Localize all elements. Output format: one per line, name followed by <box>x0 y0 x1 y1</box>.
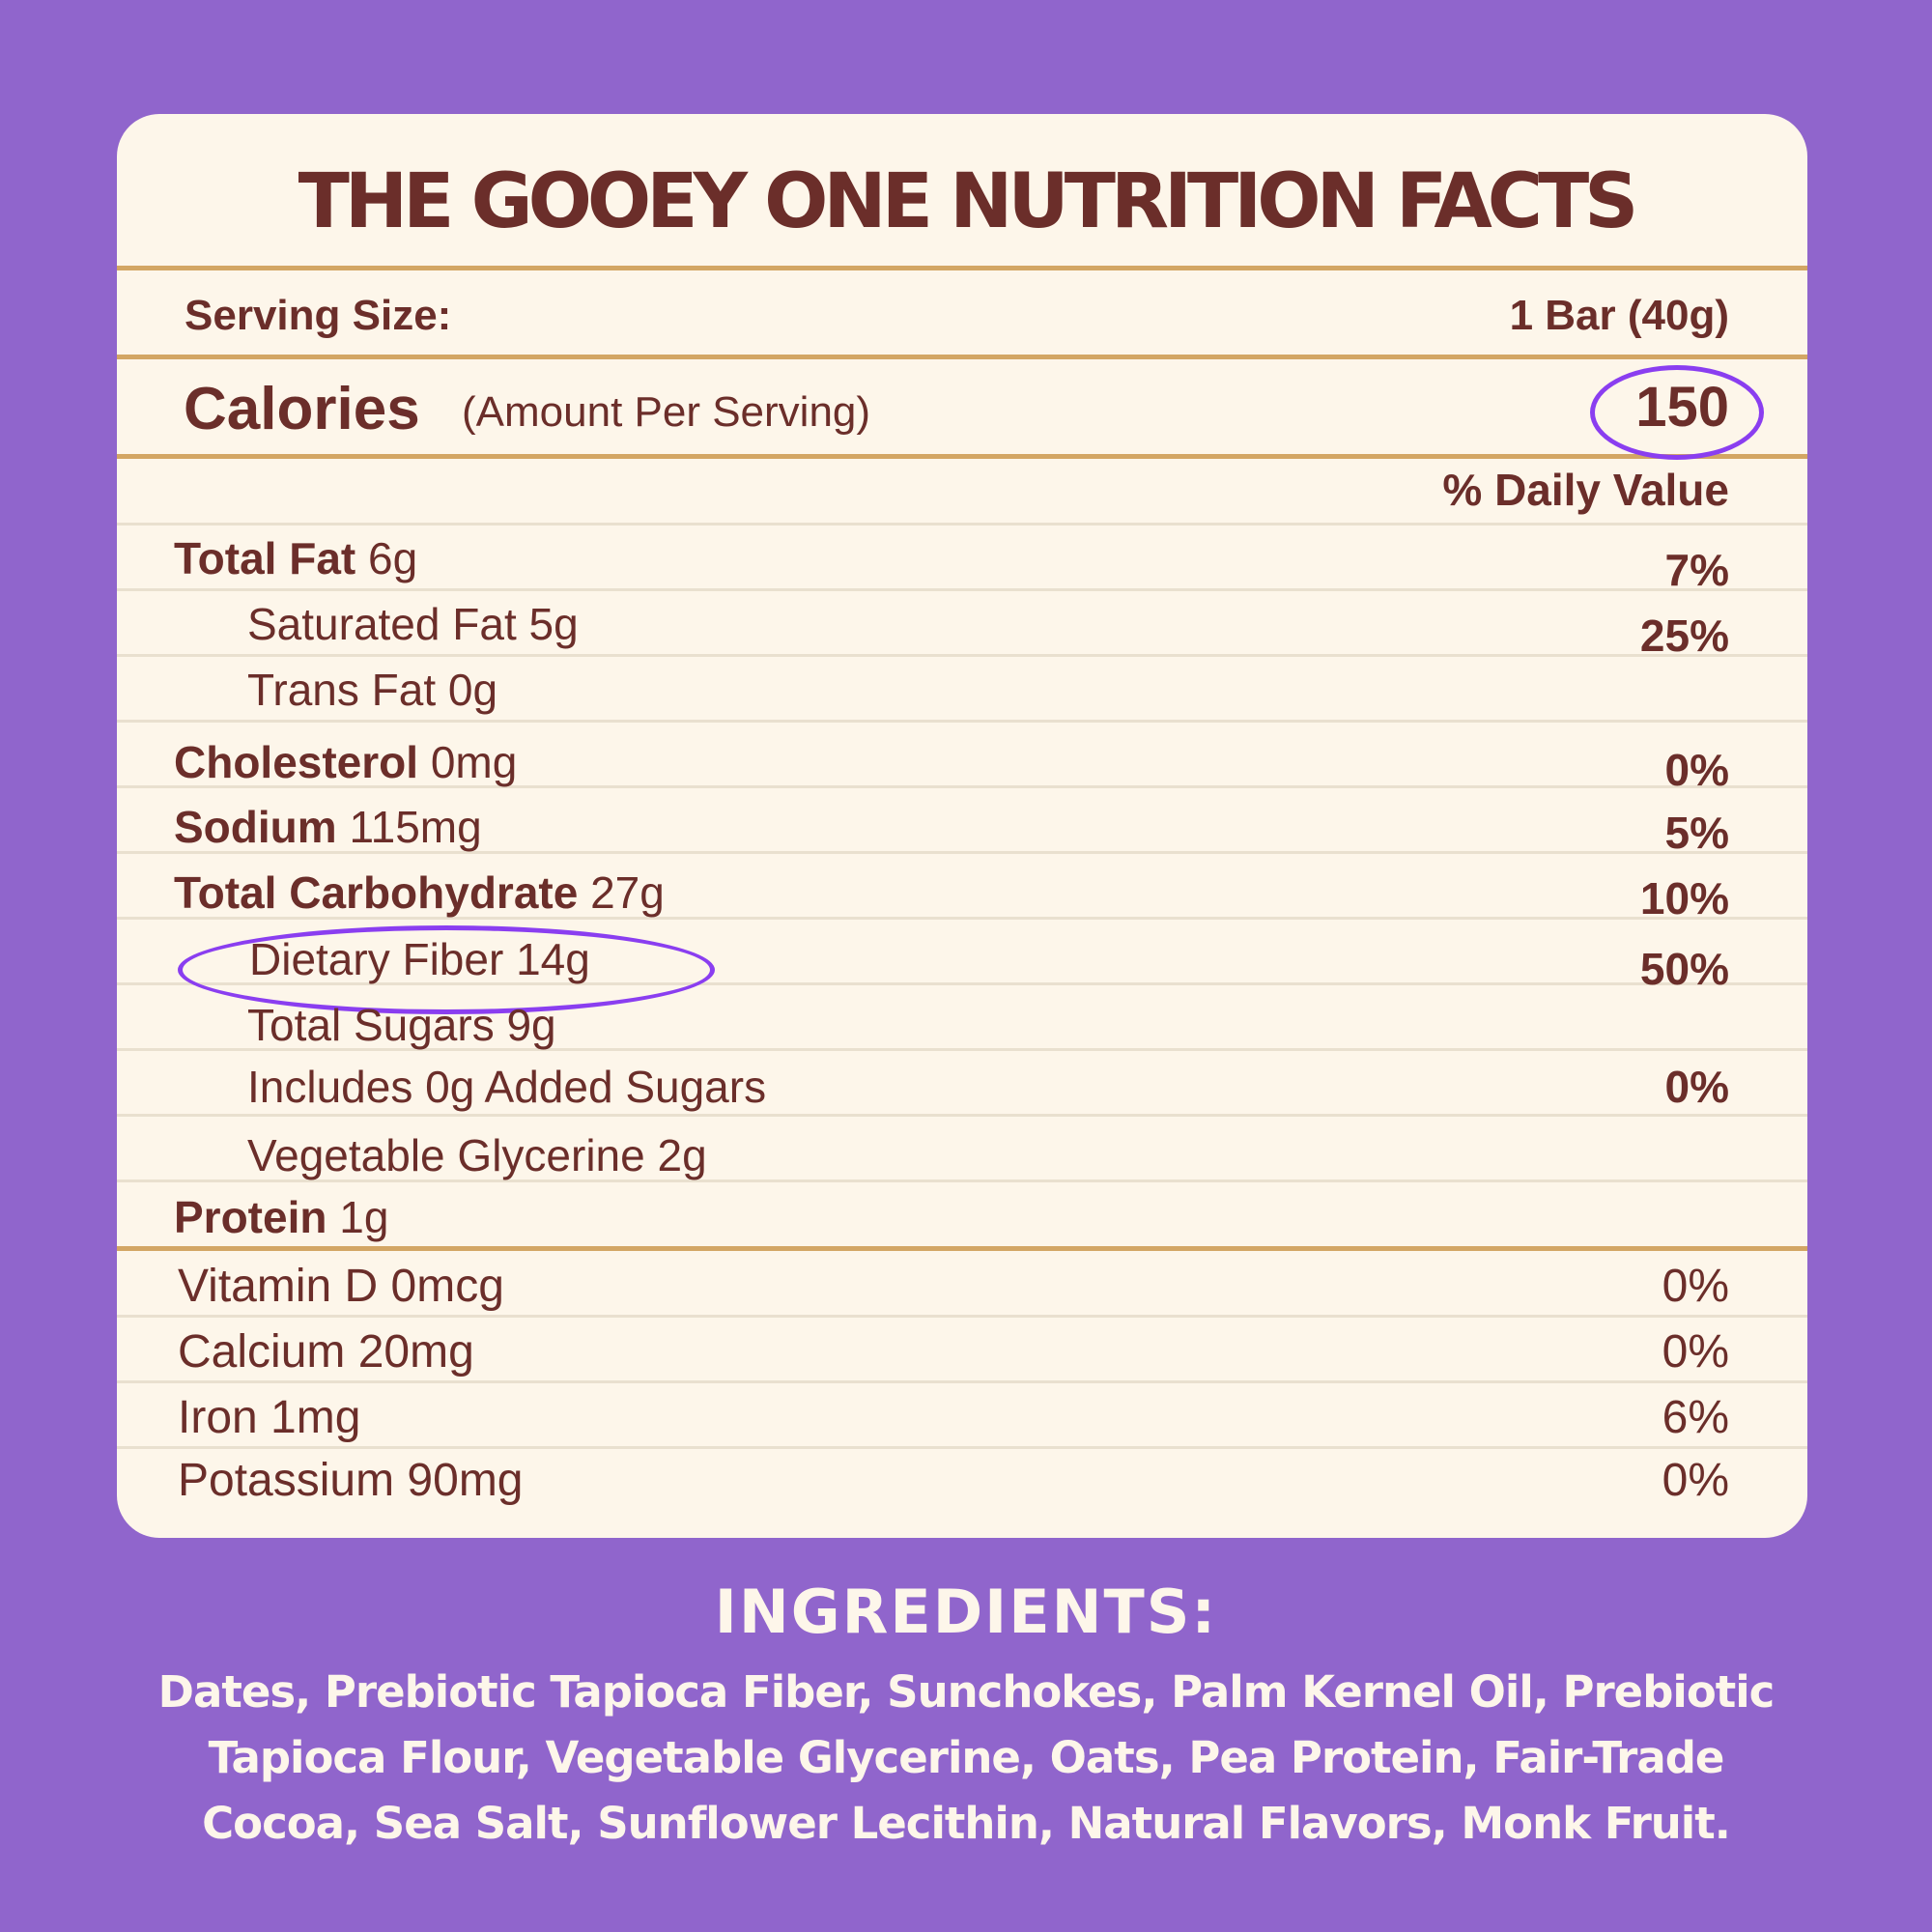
divider <box>117 523 1807 526</box>
vitamin-name: Potassium 90mg <box>178 1455 524 1506</box>
vitamin-dv: 6% <box>1662 1392 1729 1443</box>
divider <box>117 1179 1807 1182</box>
calories-highlight-circle <box>1590 365 1764 460</box>
calories-label: Calories <box>184 376 420 442</box>
ingredients-line: Dates, Prebiotic Tapioca Fiber, Sunchoke… <box>157 1666 1776 1718</box>
nutrient-amount: 27g <box>590 867 665 918</box>
divider <box>117 917 1807 920</box>
nutrient-dv: 0% <box>1664 1062 1729 1112</box>
nutrient-name: Total Fat <box>174 533 356 583</box>
vitamin-dv: 0% <box>1662 1455 1729 1506</box>
divider <box>117 1114 1807 1117</box>
nutrient-dv: 5% <box>1664 808 1729 858</box>
serving-size-label: Serving Size: <box>185 292 452 339</box>
daily-value-header: % Daily Value <box>1442 465 1729 515</box>
nutrient-amount: 115mg <box>349 802 482 852</box>
nutrient-dv: 10% <box>1639 873 1729 923</box>
divider <box>117 1246 1807 1251</box>
divider <box>117 1380 1807 1383</box>
nutrient-amount: 6g <box>368 533 418 583</box>
nutrient-amount: 1g <box>339 1192 389 1242</box>
page-title: THE GOOEY ONE NUTRITION FACTS <box>298 158 1639 245</box>
vitamin-dv: 0% <box>1662 1326 1729 1378</box>
fiber-highlight-circle <box>178 925 715 1014</box>
ingredients-title: INGREDIENTS: <box>714 1577 1218 1647</box>
divider <box>117 851 1807 854</box>
vitamin-dv: 0% <box>1662 1261 1729 1312</box>
calories-sublabel: (Amount Per Serving) <box>462 388 871 436</box>
divider <box>117 355 1807 359</box>
nutrition-card <box>117 114 1807 1538</box>
nutrient-name: Vegetable Glycerine 2g <box>247 1130 707 1180</box>
nutrient-name: Saturated Fat 5g <box>247 599 579 649</box>
nutrient-name: Protein <box>174 1192 327 1242</box>
nutrient-name: Includes 0g Added Sugars <box>247 1062 767 1112</box>
nutrient-dv: 0% <box>1664 745 1729 795</box>
ingredients-list: Dates, Prebiotic Tapioca Fiber, Sunchoke… <box>87 1660 1845 1857</box>
vitamin-name: Iron 1mg <box>178 1392 361 1443</box>
nutrient-dv: 7% <box>1664 545 1729 595</box>
vitamin-name: Vitamin D 0mcg <box>178 1261 504 1312</box>
divider <box>117 454 1807 459</box>
ingredients-line: Cocoa, Sea Salt, Sunflower Lecithin, Nat… <box>202 1798 1731 1849</box>
divider <box>117 266 1807 270</box>
ingredients-line: Tapioca Flour, Vegetable Glycerine, Oats… <box>208 1732 1725 1783</box>
nutrient-name: Sodium <box>174 802 337 852</box>
divider <box>117 588 1807 591</box>
divider <box>117 1446 1807 1449</box>
nutrient-name: Cholesterol <box>174 737 419 787</box>
nutrient-name: Total Sugars 9g <box>247 1000 556 1050</box>
divider <box>117 1315 1807 1318</box>
serving-size-value: 1 Bar (40g) <box>1509 292 1729 339</box>
vitamin-name: Calcium 20mg <box>178 1326 474 1378</box>
divider <box>117 982 1807 985</box>
divider <box>117 785 1807 788</box>
nutrient-amount: 0mg <box>430 737 518 787</box>
nutrient-name: Total Carbohydrate <box>174 867 579 918</box>
divider <box>117 654 1807 657</box>
nutrient-dv: 50% <box>1639 944 1729 994</box>
divider <box>117 720 1807 723</box>
nutrient-dv: 25% <box>1639 611 1729 661</box>
divider <box>117 1048 1807 1051</box>
nutrient-name: Trans Fat 0g <box>247 665 498 715</box>
